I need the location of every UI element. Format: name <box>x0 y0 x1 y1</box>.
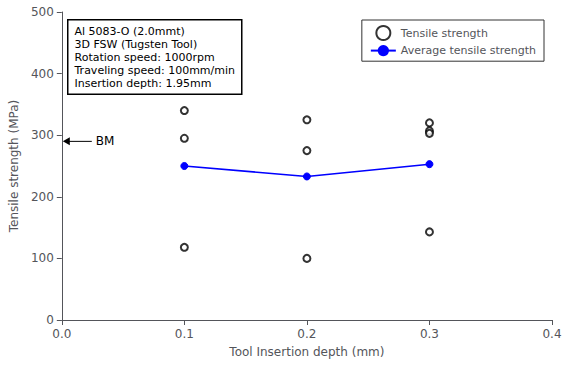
svg-text:200: 200 <box>31 190 54 204</box>
svg-text:Traveling speed: 100mm/min: Traveling speed: 100mm/min <box>74 64 236 77</box>
svg-text:300: 300 <box>31 128 54 142</box>
svg-text:100: 100 <box>31 251 54 265</box>
svg-text:Insertion depth: 1.95mm: Insertion depth: 1.95mm <box>75 77 212 90</box>
svg-text:Tool Insertion depth (mm): Tool Insertion depth (mm) <box>228 345 384 359</box>
svg-text:BM: BM <box>96 134 115 148</box>
svg-text:0.0: 0.0 <box>52 327 71 341</box>
svg-text:0.2: 0.2 <box>297 327 316 341</box>
svg-text:3D FSW (Tugsten Tool): 3D FSW (Tugsten Tool) <box>75 38 198 51</box>
svg-text:500: 500 <box>31 5 54 19</box>
svg-text:Rotation speed: 1000rpm: Rotation speed: 1000rpm <box>75 51 215 64</box>
svg-text:0: 0 <box>46 313 54 327</box>
svg-text:Tensile strength: Tensile strength <box>400 27 488 40</box>
svg-text:Al 5083-O (2.0mmt): Al 5083-O (2.0mmt) <box>75 25 185 38</box>
svg-text:Average tensile strength: Average tensile strength <box>401 44 536 57</box>
svg-text:0.1: 0.1 <box>175 327 194 341</box>
svg-text:400: 400 <box>31 67 54 81</box>
svg-text:0.4: 0.4 <box>542 327 561 341</box>
svg-text:0.3: 0.3 <box>420 327 439 341</box>
svg-text:Tensile strength (MPa): Tensile strength (MPa) <box>7 100 21 234</box>
